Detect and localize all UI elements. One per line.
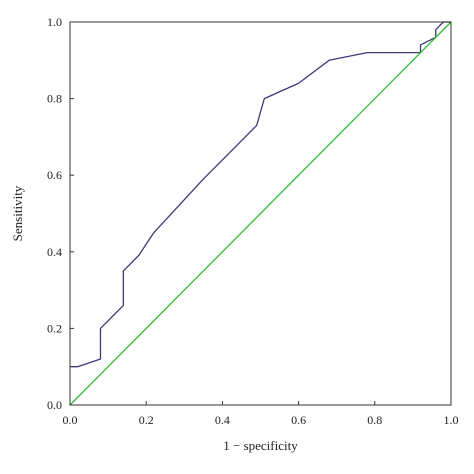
plot-frame <box>69 21 452 406</box>
y-tick-label: 0.8 <box>47 92 62 106</box>
x-tick-label: 0.0 <box>63 413 78 427</box>
y-tick-label: 0.6 <box>47 168 62 182</box>
x-tick-label: 0.8 <box>367 413 382 427</box>
ticks-layer: 0.0 0.2 0.4 0.6 0.8 1.0 0.0 0.2 0.4 0.6 0.8 1.0 <box>47 15 459 427</box>
y-tick-label: 1.0 <box>47 15 62 29</box>
y-tick-label: 0.4 <box>47 245 62 259</box>
x-tick-label: 0.2 <box>139 413 154 427</box>
x-axis-label: 1 − specificity <box>223 438 298 453</box>
axes-layer <box>69 21 452 406</box>
x-tick-label: 0.6 <box>291 413 306 427</box>
y-tick-label: 0.2 <box>47 321 62 335</box>
roc-curve-line <box>70 21 451 368</box>
y-axis-label: Sensitivity <box>10 185 25 241</box>
series-layer <box>69 21 452 406</box>
x-tick-label: 1.0 <box>444 413 459 427</box>
x-tick-label: 0.4 <box>215 413 230 427</box>
y-tick-label: 0.0 <box>47 398 62 412</box>
reference-diagonal-line <box>69 21 452 406</box>
